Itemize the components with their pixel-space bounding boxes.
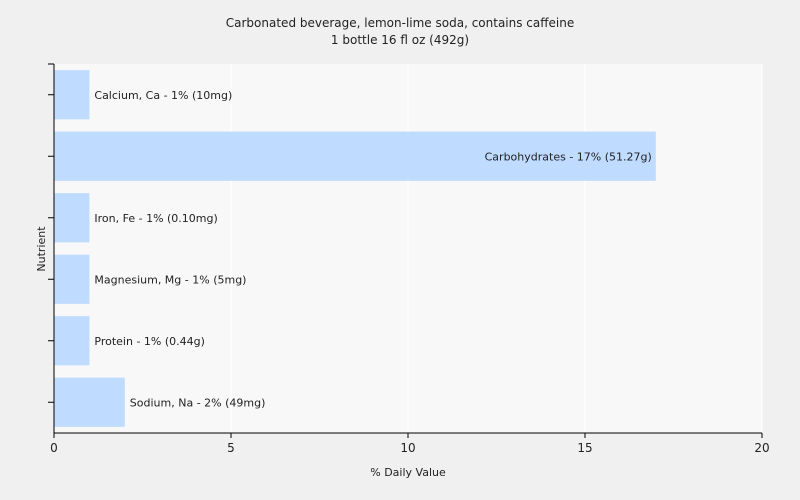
bar — [54, 254, 90, 304]
bar — [54, 193, 90, 243]
y-axis-title: Nutrient — [35, 226, 48, 272]
x-tick-label: 0 — [50, 441, 58, 455]
bar — [54, 70, 90, 120]
bar-label: Carbohydrates - 17% (51.27g) — [485, 150, 652, 163]
bar-label: Calcium, Ca - 1% (10mg) — [94, 89, 232, 102]
gridlines — [230, 64, 763, 433]
bar-label: Iron, Fe - 1% (0.10mg) — [94, 212, 217, 225]
chart-title: Carbonated beverage, lemon-lime soda, co… — [226, 16, 574, 30]
bars: Calcium, Ca - 1% (10mg) Carbohydrates - 1… — [54, 70, 656, 427]
bar — [54, 131, 656, 181]
chart-subtitle: 1 bottle 16 fl oz (492g) — [331, 33, 469, 47]
x-tick-label: 5 — [227, 441, 235, 455]
x-tick-label: 20 — [754, 441, 769, 455]
bar — [54, 316, 90, 366]
axes: 0 5 10 15 20 — [48, 63, 770, 455]
x-axis-title: % Daily Value — [370, 466, 446, 479]
bar — [54, 377, 125, 427]
bar-label: Protein - 1% (0.44g) — [94, 335, 205, 348]
bar-label: Sodium, Na - 2% (49mg) — [130, 396, 266, 409]
x-tick-label: 10 — [400, 441, 415, 455]
bar-label: Magnesium, Mg - 1% (5mg) — [94, 273, 246, 286]
x-tick-label: 15 — [577, 441, 592, 455]
